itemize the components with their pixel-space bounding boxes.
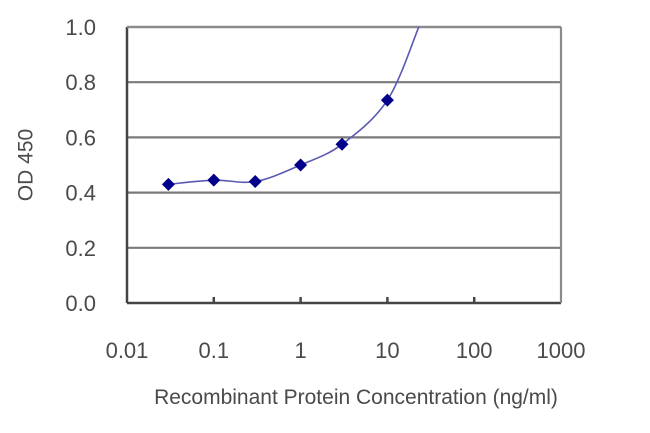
y-tick-label: 1.0 — [65, 15, 96, 40]
data-point-diamond — [161, 177, 175, 191]
y-tick-label: 0.6 — [65, 125, 96, 150]
fit-curve — [168, 26, 420, 186]
x-tick-label: 1 — [294, 338, 306, 363]
y-tick-label: 0.8 — [65, 70, 96, 95]
x-tick-label: 0.01 — [106, 338, 149, 363]
data-point-diamond — [335, 137, 349, 151]
data-point-diamond — [207, 173, 221, 187]
data-point-diamond — [380, 93, 394, 107]
plot-frame — [125, 25, 563, 305]
x-tick-label: 0.1 — [199, 338, 230, 363]
x-axis-ticks: 0.01 0.1 1 10 100 1000 — [106, 297, 586, 363]
y-tick-label: 0.2 — [65, 236, 96, 261]
y-tick-label: 0.0 — [65, 291, 96, 316]
gridlines — [127, 25, 561, 249]
y-axis-title: OD 450 — [15, 129, 38, 201]
data-point-diamond — [248, 175, 262, 189]
data-markers — [161, 93, 394, 191]
data-point-diamond — [294, 158, 308, 172]
y-tick-label: 0.4 — [65, 181, 96, 206]
x-tick-label: 1000 — [537, 338, 586, 363]
x-tick-label: 10 — [375, 338, 399, 363]
y-axis-ticks: 0.0 0.2 0.4 0.6 0.8 1.0 — [65, 15, 96, 316]
x-axis-title: Recombinant Protein Concentration (ng/ml… — [154, 386, 558, 409]
x-tick-label: 100 — [456, 338, 493, 363]
